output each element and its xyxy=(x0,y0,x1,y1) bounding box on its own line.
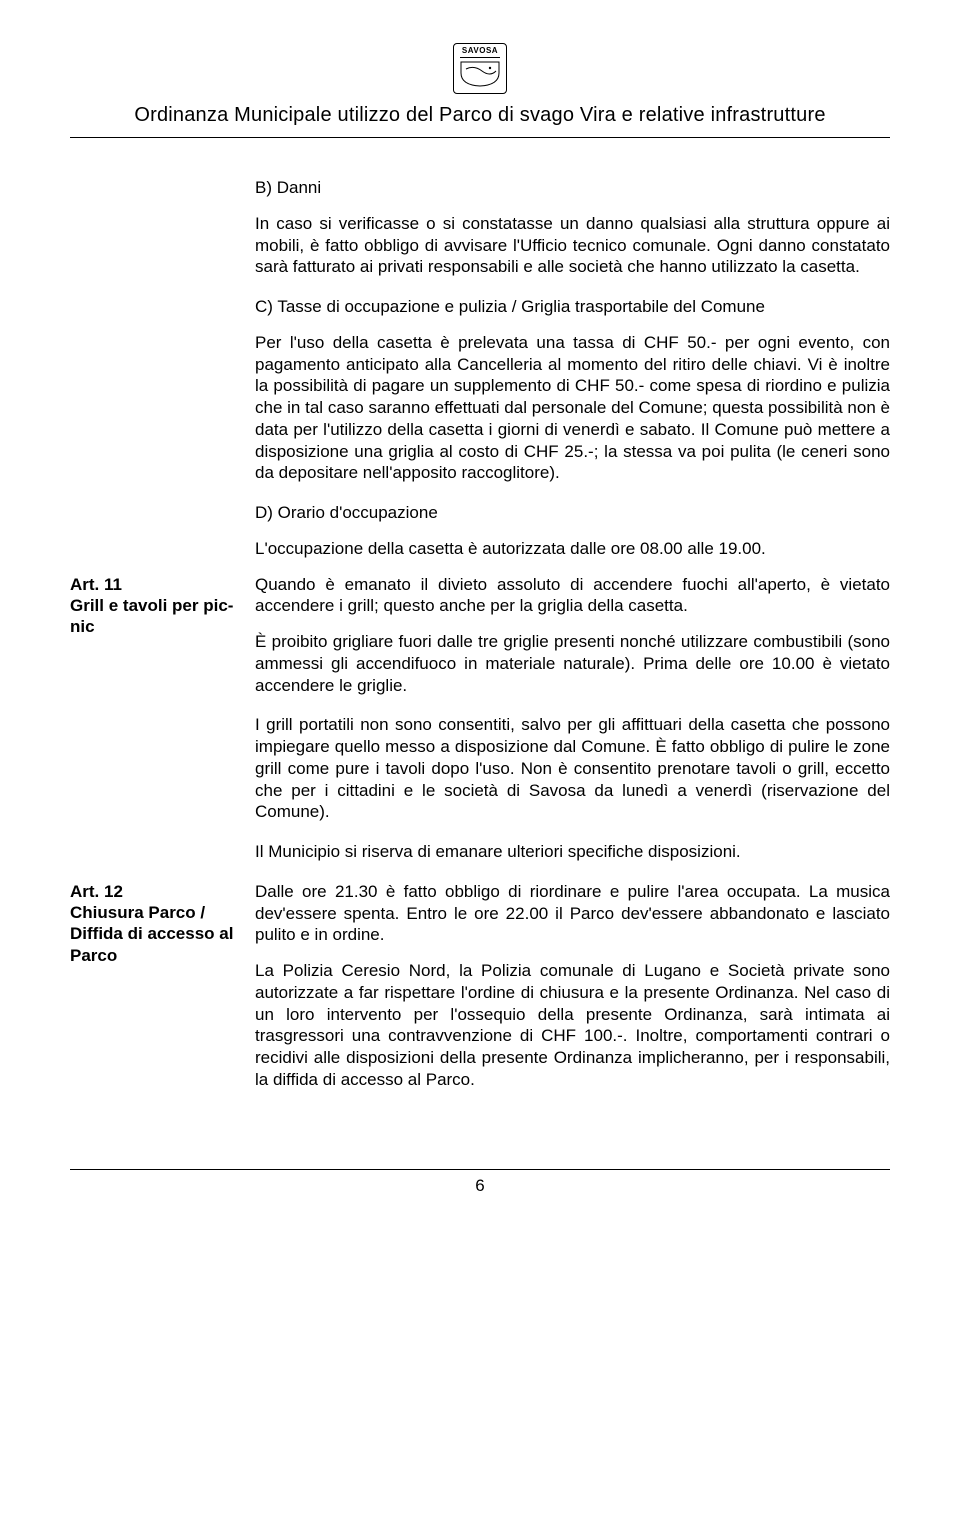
shield-icon xyxy=(460,61,500,87)
art11-p3: I grill portatili non sono consentiti, s… xyxy=(255,714,890,823)
art12-heading: Art. 12 Chiusura Parco / Diffida di acce… xyxy=(70,881,245,966)
art11-heading: Art. 11 Grill e tavoli per pic-nic xyxy=(70,574,245,638)
art12-title: Chiusura Parco / Diffida di accesso al P… xyxy=(70,903,233,965)
art12-p2: La Polizia Ceresio Nord, la Polizia comu… xyxy=(255,960,890,1091)
art12-p1: Dalle ore 21.30 è fatto obbligo di riord… xyxy=(255,881,890,946)
section-b-label: B) Danni xyxy=(255,177,890,199)
art11-p4: Il Municipio si riserva di emanare ulter… xyxy=(255,841,890,863)
footer: 6 xyxy=(70,1169,890,1196)
logo-container: SAVOSA xyxy=(70,40,890,94)
page-number: 6 xyxy=(70,1176,890,1196)
footer-rule xyxy=(70,1169,890,1170)
section-b-paragraph: In caso si verificasse o si constatasse … xyxy=(255,213,890,278)
art11-p1: Quando è emanato il divieto assoluto di … xyxy=(255,574,890,618)
logo-text: SAVOSA xyxy=(460,47,500,58)
section-c-label: C) Tasse di occupazione e pulizia / Grig… xyxy=(255,296,890,318)
section-d-paragraph: L'occupazione della casetta è autorizzat… xyxy=(255,538,890,560)
art11-p2: È proibito grigliare fuori dalle tre gri… xyxy=(255,631,890,696)
section-d-label: D) Orario d'occupazione xyxy=(255,502,890,524)
art11-title: Grill e tavoli per pic-nic xyxy=(70,596,233,636)
section-c-paragraph: Per l'uso della casetta è prelevata una … xyxy=(255,332,890,484)
art11-number: Art. 11 xyxy=(70,575,122,594)
art12-number: Art. 12 xyxy=(70,882,123,901)
page-title: Ordinanza Municipale utilizzo del Parco … xyxy=(70,104,890,127)
logo: SAVOSA xyxy=(453,43,507,94)
header-rule xyxy=(70,137,890,138)
